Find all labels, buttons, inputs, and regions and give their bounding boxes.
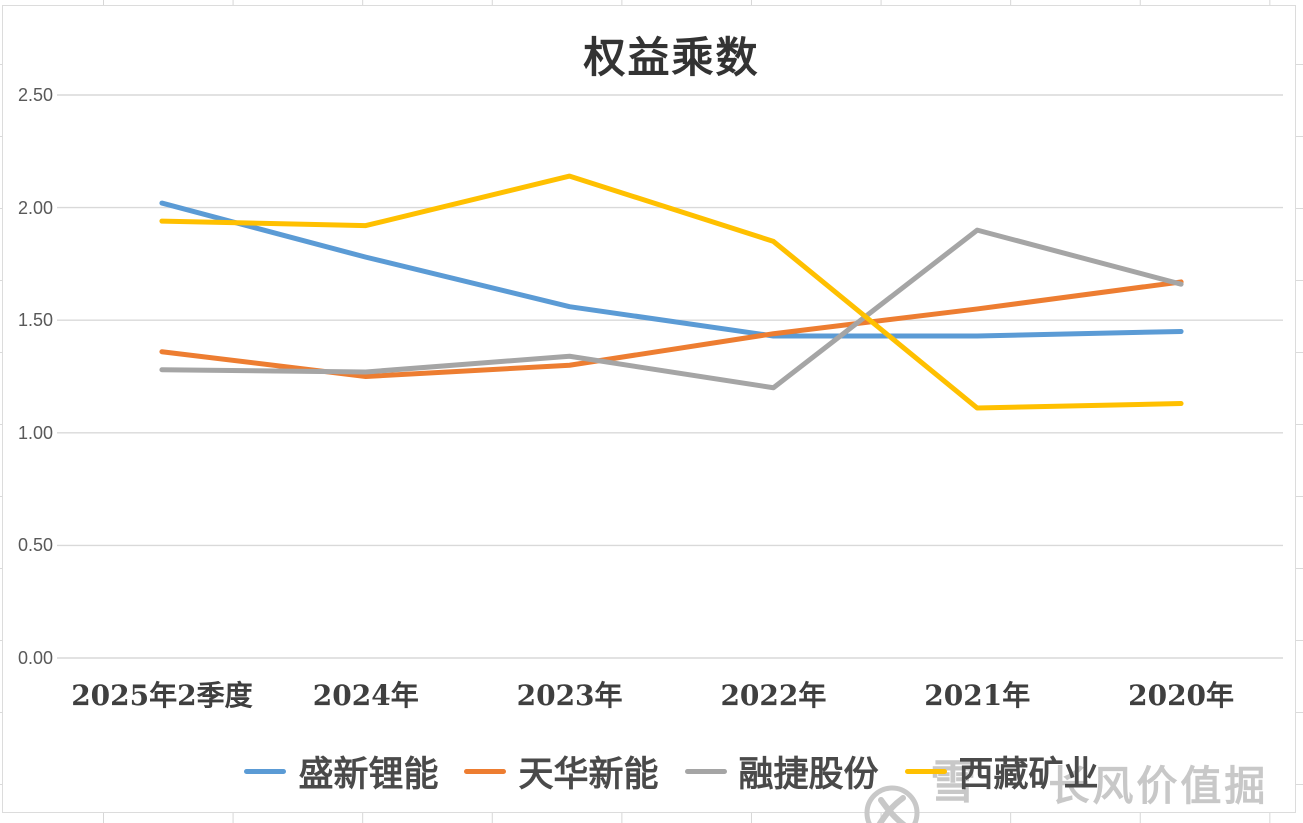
x-category-label: 2023年 [516,679,623,712]
legend-label: 天华新能 [518,753,659,795]
legend-dash-icon [684,768,727,774]
xueqiu-logo-icon [864,785,920,823]
x-category-label: 2021年 [924,679,1031,712]
series-line-2[interactable] [159,227,1184,391]
legend-label: 西藏矿业 [958,753,1099,795]
x-category-label: 2020年 [1128,679,1235,712]
legend-dash-icon [244,768,287,774]
series-line-0[interactable] [159,200,1184,339]
y-tick-label: 0.50 [17,535,53,556]
x-category-label: 2025年2季度 [71,679,253,712]
legend: 盛新锂能 天华新能 融捷股份 西藏矿业 [60,742,1283,800]
legend-item-2[interactable]: 融捷股份 [684,746,879,797]
legend-label: 盛新锂能 [298,753,439,795]
y-tick-label: 0.00 [17,648,53,668]
legend-item-3[interactable]: 西藏矿业 [904,746,1099,797]
watermark: 雪球 长风价值掘金 [862,746,1303,823]
legend-label: 融捷股份 [738,753,879,795]
watermark-brand: 雪球 [930,755,980,823]
x-category-label: 2024年 [312,679,419,712]
y-tick-label: 2.00 [17,197,53,218]
watermark-suffix: 长风价值掘金 [1048,762,1269,823]
legend-item-1[interactable]: 天华新能 [464,746,659,797]
chart-object[interactable] [2,5,1296,813]
legend-item-0[interactable]: 盛新锂能 [244,746,438,797]
series-line-3[interactable] [159,173,1184,411]
series-line-1[interactable] [159,279,1184,379]
y-tick-label: 2.50 [17,85,53,105]
x-category-label: 2022年 [720,679,827,712]
chart-title: 权益乘数 [583,33,760,82]
legend-dash-icon [904,768,947,774]
y-tick-label: 1.50 [17,310,53,331]
y-tick-label: 1.00 [17,422,53,443]
legend-dash-icon [464,768,507,774]
